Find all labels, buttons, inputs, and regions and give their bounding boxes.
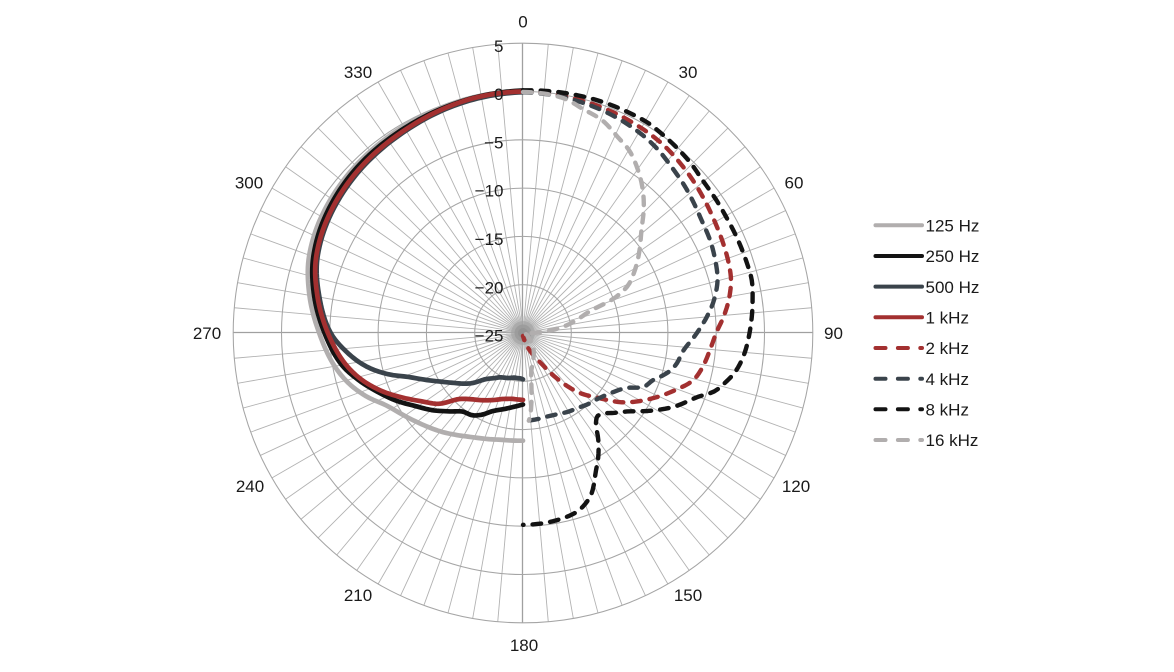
svg-text:125 Hz: 125 Hz	[926, 217, 980, 236]
svg-text:150: 150	[674, 586, 702, 605]
svg-text:500 Hz: 500 Hz	[926, 278, 980, 297]
svg-text:5: 5	[494, 37, 503, 56]
svg-text:30: 30	[679, 63, 698, 82]
svg-text:180: 180	[510, 636, 538, 655]
svg-text:16 kHz: 16 kHz	[926, 431, 979, 450]
svg-text:330: 330	[344, 63, 372, 82]
svg-text:1 kHz: 1 kHz	[926, 309, 969, 328]
svg-text:−25: −25	[475, 327, 504, 346]
svg-text:0: 0	[494, 85, 503, 104]
svg-text:8 kHz: 8 kHz	[926, 401, 969, 420]
svg-text:250 Hz: 250 Hz	[926, 247, 980, 266]
svg-text:−20: −20	[475, 278, 504, 297]
svg-text:−15: −15	[475, 230, 504, 249]
svg-text:0: 0	[518, 13, 527, 32]
svg-text:60: 60	[785, 174, 804, 193]
svg-text:240: 240	[236, 477, 264, 496]
svg-text:−10: −10	[475, 182, 504, 201]
svg-text:120: 120	[782, 477, 810, 496]
svg-text:210: 210	[344, 586, 372, 605]
svg-text:270: 270	[193, 324, 221, 343]
svg-text:90: 90	[824, 324, 843, 343]
svg-text:300: 300	[235, 174, 263, 193]
svg-text:−5: −5	[484, 133, 503, 152]
svg-text:2 kHz: 2 kHz	[926, 339, 969, 358]
svg-text:4 kHz: 4 kHz	[926, 370, 969, 389]
